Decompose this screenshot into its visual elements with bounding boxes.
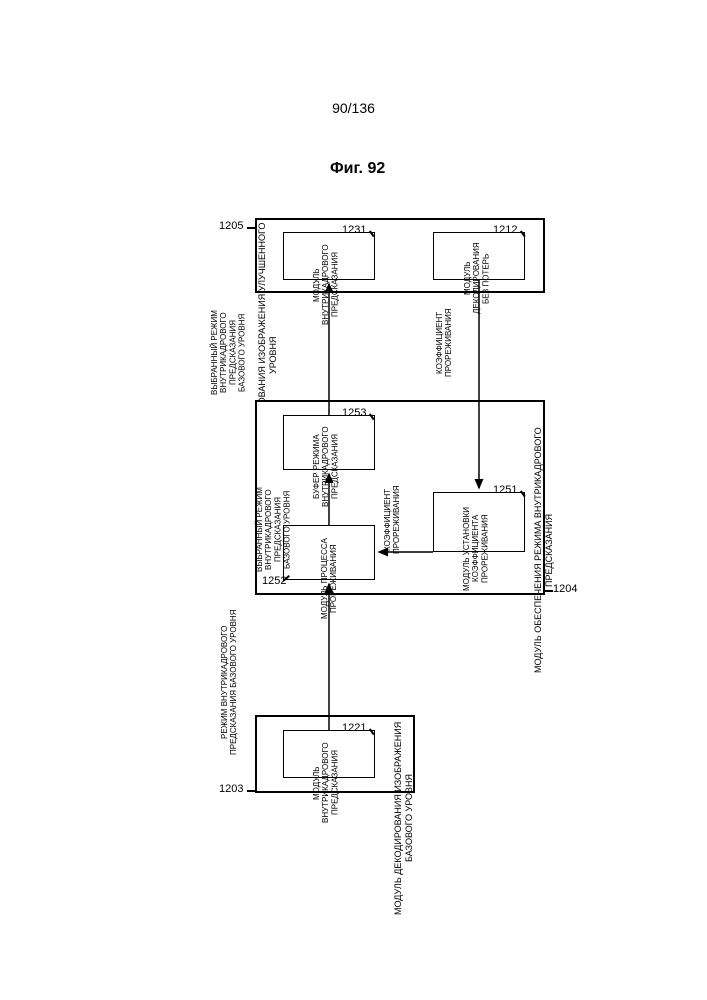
arrow-label-4: КОЭФФИЦИЕНТ ПРОРЕЖИВАНИЯ: [383, 477, 401, 562]
page-number: 90/136: [332, 100, 375, 116]
block-1204-title: МОДУЛЬ ОБЕСПЕЧЕНИЯ РЕЖИМА ВНУТРИКАДРОВОГ…: [533, 400, 555, 700]
ref-1205: 1205: [219, 220, 243, 232]
ref-1231: 1231: [342, 224, 366, 236]
ref-1251: 1251: [493, 484, 517, 496]
block-1252-label: МОДУЛЬ ПРОЦЕССА ПРОРЕЖИВАНИЯ: [320, 529, 338, 629]
block-1251-label: МОДУЛЬ УСТАНОВКИ КОЭФФИЦИЕНТА ПРОРЕЖИВАН…: [462, 496, 490, 601]
ref-1212: 1212: [493, 224, 517, 236]
arrow-label-1: ВЫБРАННЫЙ РЕЖИМ ВНУТРИКАДРОВОГО ПРЕДСКАЗ…: [210, 300, 247, 405]
arrow-label-5: РЕЖИМ ВНУТРИКАДРОВОГО ПРЕДСКАЗАНИЯ БАЗОВ…: [220, 600, 238, 765]
block-1231-label: МОДУЛЬ ВНУТРИКАДРОВОГО ПРЕДСКАЗАНИЯ: [312, 236, 340, 334]
block-1221-label: МОДУЛЬ ВНУТРИКАДРОВОГО ПРЕДСКАЗАНИЯ: [312, 734, 340, 832]
ref-1253: 1253: [342, 407, 366, 419]
block-1253-label: БУФЕР РЕЖИМА ВНУТРИКАДРОВОГО ПРЕДСКАЗАНИ…: [312, 419, 340, 514]
ref-1204: 1204: [553, 583, 577, 595]
ref-1203-lead: [247, 790, 255, 792]
block-1203-title: МОДУЛЬ ДЕКОДИРОВАНИЯ ИЗОБРАЖЕНИЯ БАЗОВОГ…: [393, 718, 415, 918]
figure-title: Фиг. 92: [330, 160, 385, 178]
ref-1221: 1221: [342, 722, 366, 734]
ref-1205-lead: [247, 227, 255, 229]
ref-1203: 1203: [219, 783, 243, 795]
ref-1204-lead: [545, 590, 553, 592]
arrow-label-3: ВЫБРАННЫЙ РЕЖИМ ВНУТРИКАДРОВОГО ПРЕДСКАЗ…: [255, 477, 292, 582]
arrow-label-2: КОЭФФИЦИЕНТ ПРОРЕЖИВАНИЯ: [435, 300, 453, 385]
block-1212-label: МОДУЛЬ ДЕКОДИРОВАНИЯ БЕЗ ПОТЕРЬ: [463, 236, 491, 321]
